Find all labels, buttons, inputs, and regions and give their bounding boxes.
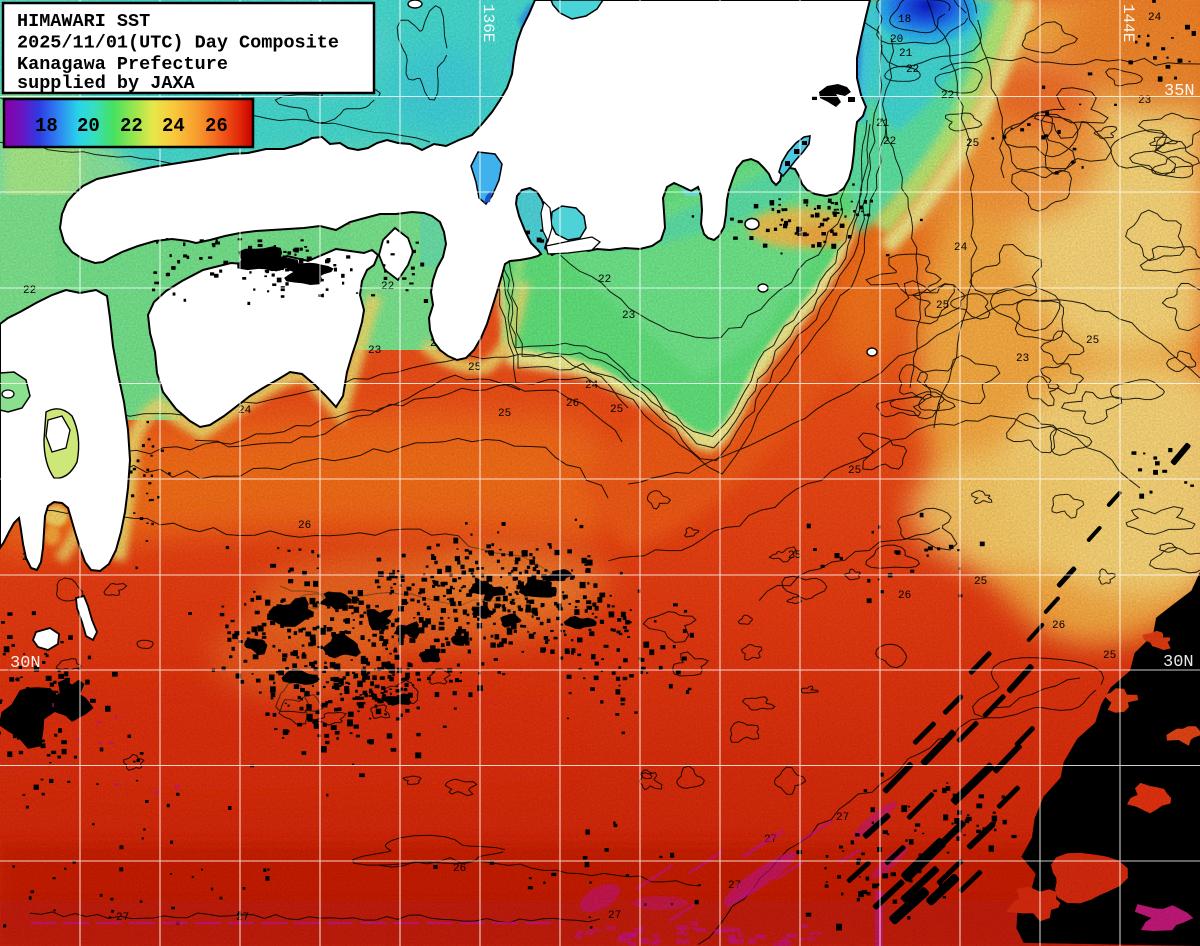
svg-text:144E: 144E bbox=[1119, 4, 1137, 42]
svg-text:22: 22 bbox=[120, 115, 143, 137]
svg-text:23: 23 bbox=[368, 345, 381, 357]
svg-text:26: 26 bbox=[298, 520, 311, 532]
svg-text:25: 25 bbox=[966, 138, 979, 150]
svg-text:25: 25 bbox=[788, 550, 801, 562]
svg-text:30N: 30N bbox=[1163, 653, 1194, 672]
svg-text:26: 26 bbox=[453, 863, 466, 875]
svg-text:27: 27 bbox=[608, 910, 621, 922]
svg-text:22: 22 bbox=[381, 281, 394, 293]
svg-text:24: 24 bbox=[585, 380, 599, 392]
svg-text:18: 18 bbox=[898, 14, 911, 26]
svg-text:Kanagawa Prefecture: Kanagawa Prefecture bbox=[17, 54, 228, 75]
svg-text:26: 26 bbox=[898, 590, 911, 602]
svg-text:25: 25 bbox=[468, 362, 481, 374]
svg-text:25: 25 bbox=[1086, 335, 1099, 347]
svg-text:25: 25 bbox=[848, 465, 861, 477]
svg-text:26: 26 bbox=[205, 115, 228, 137]
svg-text:24: 24 bbox=[162, 115, 185, 137]
svg-text:supplied by JAXA: supplied by JAXA bbox=[17, 73, 196, 94]
svg-text:20: 20 bbox=[890, 34, 903, 46]
svg-text:27: 27 bbox=[836, 812, 849, 824]
svg-text:23: 23 bbox=[622, 310, 635, 322]
svg-text:25: 25 bbox=[498, 408, 511, 420]
svg-text:21: 21 bbox=[899, 48, 913, 60]
svg-text:22: 22 bbox=[883, 136, 896, 148]
svg-text:2025/11/01(UTC) Day Composite: 2025/11/01(UTC) Day Composite bbox=[17, 33, 339, 54]
svg-text:24: 24 bbox=[1148, 12, 1162, 24]
svg-text:26: 26 bbox=[566, 398, 579, 410]
svg-text:25: 25 bbox=[610, 404, 623, 416]
svg-text:136E: 136E bbox=[479, 4, 497, 42]
svg-text:22: 22 bbox=[598, 274, 611, 286]
svg-text:25: 25 bbox=[1103, 650, 1116, 662]
svg-text:27: 27 bbox=[116, 912, 129, 924]
svg-text:24: 24 bbox=[238, 405, 252, 417]
svg-text:25: 25 bbox=[974, 576, 987, 588]
svg-text:20: 20 bbox=[77, 115, 100, 137]
svg-text:30N: 30N bbox=[10, 654, 41, 673]
svg-text:35N: 35N bbox=[1164, 82, 1195, 101]
svg-text:22: 22 bbox=[906, 64, 919, 76]
svg-text:18: 18 bbox=[35, 115, 58, 137]
svg-text:21: 21 bbox=[876, 118, 890, 130]
svg-text:HIMAWARI SST: HIMAWARI SST bbox=[17, 11, 150, 32]
svg-text:23: 23 bbox=[1138, 95, 1151, 107]
svg-text:26: 26 bbox=[1052, 620, 1065, 632]
svg-text:25: 25 bbox=[936, 300, 949, 312]
svg-text:27: 27 bbox=[236, 912, 249, 924]
svg-text:23: 23 bbox=[1016, 353, 1029, 365]
svg-text:24: 24 bbox=[954, 242, 968, 254]
svg-text:22: 22 bbox=[23, 285, 36, 297]
